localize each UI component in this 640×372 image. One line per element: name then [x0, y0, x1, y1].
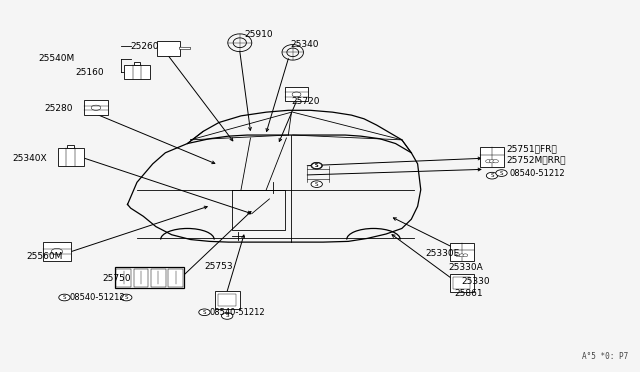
Text: 25861: 25861: [454, 289, 483, 298]
Circle shape: [463, 254, 468, 257]
Text: 25752M〈RR〉: 25752M〈RR〉: [506, 155, 565, 164]
Bar: [285, 87, 308, 102]
Bar: [58, 148, 84, 166]
Text: 25330E: 25330E: [425, 249, 460, 258]
Polygon shape: [180, 47, 191, 49]
Bar: [450, 274, 474, 292]
Bar: [453, 276, 470, 289]
Bar: [450, 243, 474, 260]
Text: S: S: [63, 295, 66, 300]
Text: 25751〈FR〉: 25751〈FR〉: [506, 145, 557, 154]
Bar: [43, 243, 71, 261]
Circle shape: [489, 160, 495, 163]
Circle shape: [311, 181, 323, 187]
Text: 25540M: 25540M: [38, 54, 74, 63]
Circle shape: [486, 160, 492, 163]
Text: S: S: [500, 171, 503, 176]
Text: S: S: [315, 163, 319, 168]
Text: 25753: 25753: [204, 262, 233, 271]
Text: 25560M: 25560M: [27, 251, 63, 261]
Circle shape: [199, 309, 210, 315]
Bar: [214, 291, 240, 309]
Text: 25260: 25260: [131, 42, 159, 51]
Text: S: S: [225, 314, 229, 318]
Bar: [134, 269, 148, 286]
Circle shape: [486, 172, 498, 179]
Text: 08540-51212: 08540-51212: [70, 293, 125, 302]
Circle shape: [456, 254, 461, 257]
Circle shape: [221, 312, 233, 319]
Text: 25750: 25750: [102, 274, 131, 283]
Text: S: S: [125, 295, 128, 300]
Bar: [115, 267, 184, 288]
Text: 25280: 25280: [44, 104, 73, 113]
Bar: [168, 269, 183, 286]
Text: A°5 *0: P7: A°5 *0: P7: [582, 352, 628, 361]
Text: S: S: [315, 163, 319, 168]
Circle shape: [311, 162, 323, 169]
Circle shape: [460, 254, 464, 257]
Text: 25340: 25340: [290, 41, 319, 49]
Text: S: S: [203, 310, 206, 315]
Bar: [480, 147, 504, 167]
Circle shape: [59, 294, 70, 301]
Bar: [116, 269, 131, 286]
Text: 25340X: 25340X: [13, 154, 47, 163]
Text: S: S: [490, 173, 494, 178]
Bar: [84, 100, 108, 115]
Text: 25720: 25720: [291, 97, 320, 106]
Circle shape: [496, 170, 507, 176]
Circle shape: [312, 163, 322, 169]
Bar: [134, 62, 140, 64]
Text: 08540-51212: 08540-51212: [209, 308, 265, 317]
Bar: [151, 269, 166, 286]
Text: 25160: 25160: [76, 68, 104, 77]
Circle shape: [493, 160, 499, 163]
Bar: [124, 64, 150, 78]
Text: 25330: 25330: [462, 277, 490, 286]
Bar: [157, 41, 180, 56]
Text: S: S: [315, 182, 319, 187]
Bar: [67, 145, 74, 148]
Bar: [218, 294, 236, 306]
Circle shape: [120, 294, 132, 301]
Text: 08540-51212: 08540-51212: [509, 169, 564, 177]
Text: 25910: 25910: [244, 30, 273, 39]
Text: 25330A: 25330A: [448, 263, 483, 272]
